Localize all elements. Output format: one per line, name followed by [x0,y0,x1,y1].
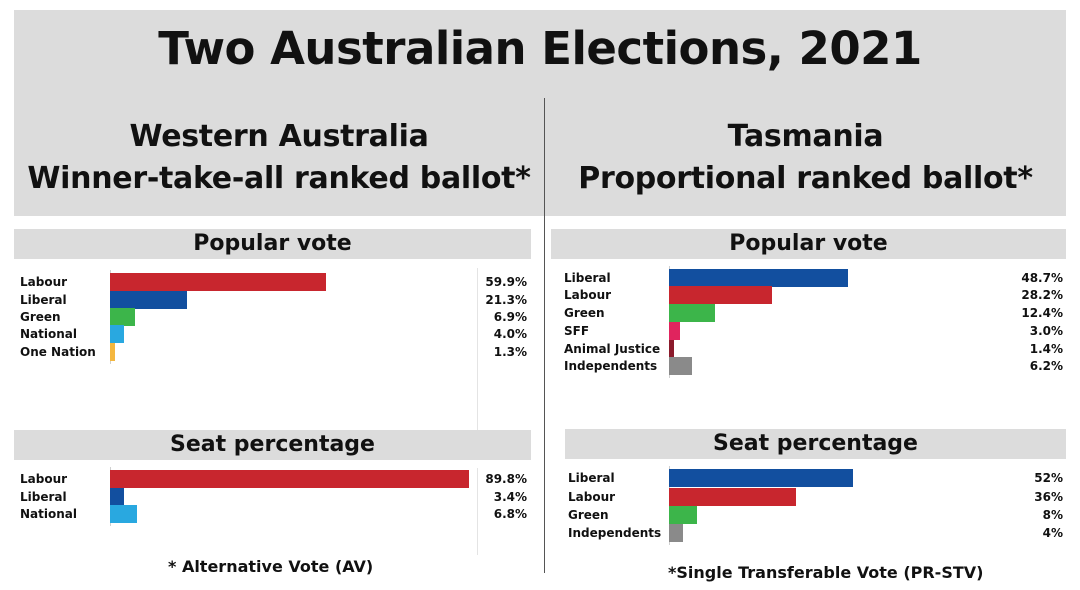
chart-bar [110,325,125,343]
chart-bar [669,506,698,524]
chart-value-label: 8% [1042,508,1063,522]
chart-bar [110,505,138,523]
chart-category-label: Labour [20,472,68,486]
chart-bar [110,291,187,309]
chart-category-label: Labour [20,275,68,289]
page-title: Two Australian Elections, 2021 [158,22,922,75]
chart-title-bar: Popular vote [14,229,531,259]
chart-bar [110,470,470,488]
chart-bar [110,273,326,291]
chart-title-bar: Popular vote [551,229,1066,259]
chart-value-label: 48.7% [1021,271,1063,285]
chart-value-label: 6.2% [1029,359,1063,373]
chart-value-label: 4% [1042,526,1063,540]
chart-category-label: Labour [564,288,612,302]
left-panel-heading: Western Australia Winner-take-all ranked… [14,116,544,200]
chart-value-label: 52% [1034,471,1063,485]
chart-value-label: 1.3% [493,345,527,359]
chart-value-label: 6.9% [493,310,527,324]
chart-category-label: Labour [568,490,616,504]
left-heading-text: Western Australia [129,119,429,154]
chart-category-label: SFF [564,324,590,338]
chart-value-label: 89.8% [485,472,527,486]
chart-category-label: Liberal [568,471,615,485]
chart-value-label: 3.0% [1029,324,1063,338]
chart-bar [110,488,124,506]
chart-category-label: Independents [564,359,658,373]
chart-bar [669,304,715,322]
chart-value-label: 21.3% [485,293,527,307]
right-panel-heading: Tasmania Proportional ranked ballot* [545,116,1066,200]
chart-value-label: 3.4% [493,490,527,504]
chart-bar [669,357,692,375]
chart-bar [110,308,135,326]
header-background [14,10,1066,216]
chart-category-label: One Nation [20,345,96,359]
chart-bar [669,469,853,487]
chart-title-bar: Seat percentage [565,429,1066,459]
chart-category-label: Green [20,310,61,324]
panel-divider [544,98,545,573]
chart-category-label: Green [568,508,609,522]
chart-category-label: Liberal [564,271,611,285]
chart-bar [669,269,848,287]
chart-value-label: 59.9% [485,275,527,289]
left-footnote: * Alternative Vote (AV) [168,557,374,576]
chart-value-rule [477,268,478,430]
right-heading-text: Tasmania [727,119,884,154]
chart-value-label: 4.0% [493,327,527,341]
right-subheading-text: Proportional ranked ballot* [578,161,1033,196]
right-footnote: *Single Transferable Vote (PR-STV) [668,563,984,582]
chart-value-rule [477,468,478,555]
chart-bar [669,488,797,506]
chart-category-label: National [20,327,77,341]
chart-category-label: Animal Justice [564,342,661,356]
chart-value-label: 36% [1034,490,1063,504]
left-subheading-text: Winner-take-all ranked ballot* [27,161,531,196]
chart-category-label: Liberal [20,293,67,307]
chart-value-label: 12.4% [1021,306,1063,320]
chart-value-label: 28.2% [1021,288,1063,302]
chart-bar [669,524,684,542]
chart-category-label: National [20,507,77,521]
chart-bar [669,340,675,358]
chart-bar [669,322,680,340]
chart-title-bar: Seat percentage [14,430,531,460]
chart-category-label: Independents [568,526,662,540]
chart-value-label: 1.4% [1029,342,1063,356]
chart-bar [669,286,773,304]
chart-value-label: 6.8% [493,507,527,521]
chart-bar [110,343,115,361]
chart-category-label: Liberal [20,490,67,504]
chart-category-label: Green [564,306,605,320]
